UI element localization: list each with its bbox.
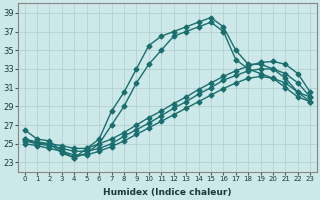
X-axis label: Humidex (Indice chaleur): Humidex (Indice chaleur)	[103, 188, 232, 197]
